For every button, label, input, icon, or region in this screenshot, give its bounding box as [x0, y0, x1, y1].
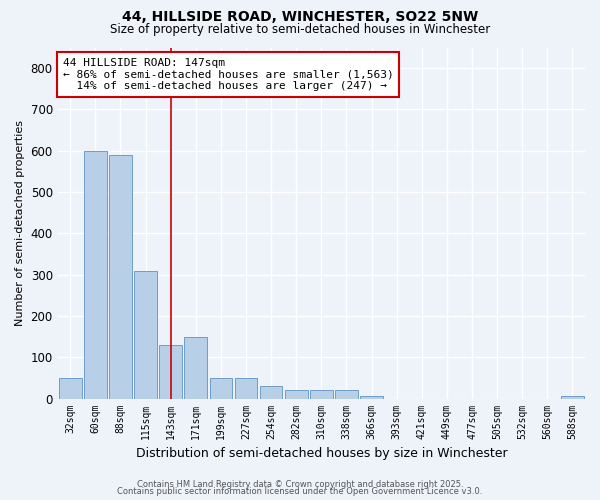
Bar	[310, 390, 332, 398]
Bar	[360, 396, 383, 398]
Bar	[84, 151, 107, 398]
Text: Contains HM Land Registry data © Crown copyright and database right 2025.: Contains HM Land Registry data © Crown c…	[137, 480, 463, 489]
Bar	[160, 345, 182, 399]
Text: 44 HILLSIDE ROAD: 147sqm
← 86% of semi-detached houses are smaller (1,563)
  14%: 44 HILLSIDE ROAD: 147sqm ← 86% of semi-d…	[63, 58, 394, 91]
Bar	[561, 396, 584, 398]
Y-axis label: Number of semi-detached properties: Number of semi-detached properties	[15, 120, 25, 326]
Text: Size of property relative to semi-detached houses in Winchester: Size of property relative to semi-detach…	[110, 22, 490, 36]
X-axis label: Distribution of semi-detached houses by size in Winchester: Distribution of semi-detached houses by …	[136, 447, 507, 460]
Bar	[285, 390, 308, 398]
Bar	[260, 386, 283, 398]
Bar	[59, 378, 82, 398]
Bar	[235, 378, 257, 398]
Bar	[184, 336, 207, 398]
Bar	[134, 270, 157, 398]
Text: Contains public sector information licensed under the Open Government Licence v3: Contains public sector information licen…	[118, 487, 482, 496]
Bar	[335, 390, 358, 398]
Bar	[209, 378, 232, 398]
Text: 44, HILLSIDE ROAD, WINCHESTER, SO22 5NW: 44, HILLSIDE ROAD, WINCHESTER, SO22 5NW	[122, 10, 478, 24]
Bar	[109, 155, 132, 398]
